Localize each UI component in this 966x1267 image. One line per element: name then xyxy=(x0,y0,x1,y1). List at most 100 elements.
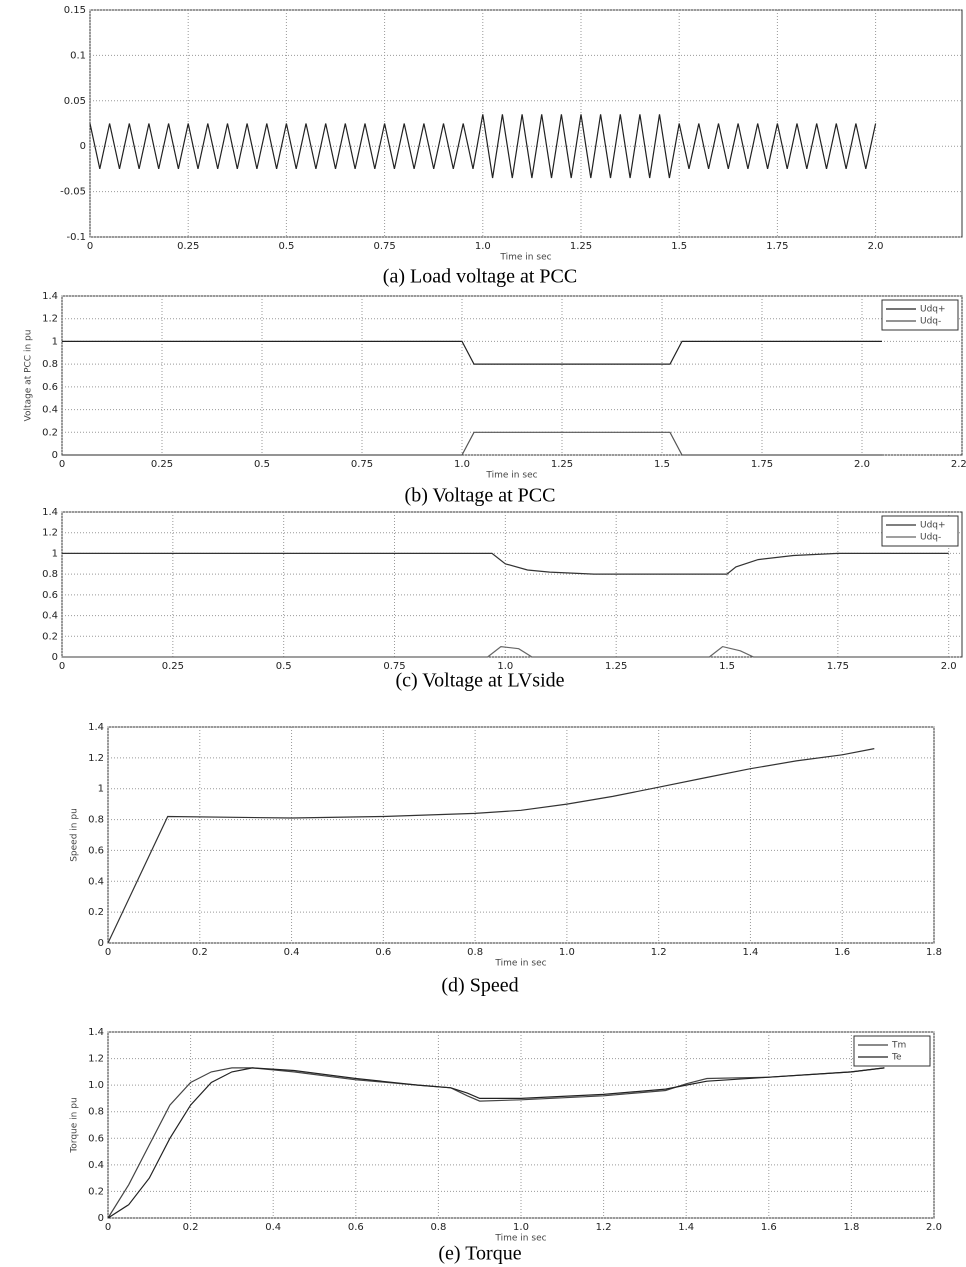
y-tick-label: 1.2 xyxy=(88,1054,104,1065)
caption: (a) Load voltage at PCC xyxy=(383,266,577,288)
x-tick-label: 1.0 xyxy=(475,241,491,252)
plot-area xyxy=(61,511,963,658)
x-tick-label: 0.6 xyxy=(375,947,391,958)
x-tick-label: 1.8 xyxy=(843,1222,859,1233)
y-tick-label: -0.05 xyxy=(60,187,86,198)
x-tick-label: 1.75 xyxy=(766,241,788,252)
x-tick-label: 1.25 xyxy=(570,241,592,252)
y-tick-label: 0.2 xyxy=(88,907,104,918)
x-tick-label: 0.25 xyxy=(162,661,184,672)
plot-area xyxy=(61,295,963,456)
y-tick-label: -0.1 xyxy=(66,232,86,243)
legend xyxy=(881,515,959,547)
series-line xyxy=(107,1067,885,1219)
x-tick-label: 0 xyxy=(105,1222,111,1233)
x-tick-label: 1.0 xyxy=(497,661,513,672)
x-tick-label: 1.5 xyxy=(654,459,670,470)
y-tick-label: 1 xyxy=(52,548,58,559)
series-line xyxy=(107,748,875,944)
x-tick-label: 1.6 xyxy=(834,947,850,958)
x-tick-label: 1.5 xyxy=(719,661,735,672)
y-tick-label: 0 xyxy=(52,450,58,461)
x-tick-label: 1.0 xyxy=(513,1222,529,1233)
x-tick-label: 2.0 xyxy=(926,1222,942,1233)
x-tick-label: 0 xyxy=(105,947,111,958)
legend xyxy=(881,299,959,331)
x-tick-label: 2.0 xyxy=(854,459,870,470)
y-tick-label: 0.8 xyxy=(42,359,58,370)
x-tick-label: 1.0 xyxy=(454,459,470,470)
caption: (d) Speed xyxy=(441,975,518,997)
y-tick-label: 1.4 xyxy=(42,507,58,518)
y-tick-label: 0.6 xyxy=(42,382,58,393)
caption: (b) Voltage at PCC xyxy=(405,485,556,507)
x-tick-label: 0.25 xyxy=(151,459,173,470)
y-tick-label: 1.4 xyxy=(88,722,104,733)
x-axis-label: Time in sec xyxy=(485,471,537,481)
x-tick-label: 0 xyxy=(59,459,65,470)
x-tick-label: 1.0 xyxy=(559,947,575,958)
y-tick-label: 1.2 xyxy=(88,753,104,764)
x-tick-label: 2.0 xyxy=(868,241,884,252)
legend-label: Te xyxy=(891,1053,902,1063)
x-tick-label: 0.8 xyxy=(430,1222,446,1233)
x-tick-label: 0 xyxy=(87,241,93,252)
x-tick-label: 0.75 xyxy=(373,241,395,252)
x-tick-label: 1.25 xyxy=(605,661,627,672)
y-tick-label: 0.4 xyxy=(88,1160,104,1171)
y-tick-label: 0.15 xyxy=(64,5,86,16)
x-tick-label: 1.5 xyxy=(671,241,687,252)
x-tick-label: 1.25 xyxy=(551,459,573,470)
x-tick-label: 0.4 xyxy=(284,947,300,958)
x-tick-label: 0.8 xyxy=(467,947,483,958)
y-tick-label: 1 xyxy=(52,336,58,347)
x-tick-label: 0 xyxy=(59,661,65,672)
y-tick-label: 0.6 xyxy=(88,1133,104,1144)
series-line xyxy=(89,114,877,179)
legend-label: Tm xyxy=(891,1041,906,1051)
legend xyxy=(853,1035,931,1067)
x-axis-label: Time in sec xyxy=(494,959,546,969)
series-line xyxy=(62,340,882,365)
y-tick-label: 0.6 xyxy=(42,590,58,601)
x-tick-label: 2.25 xyxy=(951,459,966,470)
y-tick-label: 0.4 xyxy=(42,611,58,622)
caption: (e) Torque xyxy=(438,1243,521,1265)
legend-label: Udq+ xyxy=(920,521,946,531)
caption: (c) Voltage at LVside xyxy=(395,670,564,692)
x-tick-label: 1.4 xyxy=(678,1222,694,1233)
y-tick-label: 0.8 xyxy=(88,815,104,826)
y-tick-label: 0.05 xyxy=(64,96,86,107)
x-tick-label: 0.5 xyxy=(254,459,270,470)
legend-label: Udq- xyxy=(920,317,941,327)
x-tick-label: 0.25 xyxy=(177,241,199,252)
series-line xyxy=(62,431,882,456)
x-tick-label: 1.2 xyxy=(596,1222,612,1233)
y-axis-label: Speed in pu xyxy=(70,808,80,862)
x-axis-label: Time in sec xyxy=(494,1234,546,1244)
y-tick-label: 1.4 xyxy=(88,1027,104,1038)
y-tick-label: 1.4 xyxy=(42,291,58,302)
x-tick-label: 0.6 xyxy=(348,1222,364,1233)
series-line xyxy=(62,552,949,575)
y-tick-label: 0 xyxy=(98,938,104,949)
x-tick-label: 1.75 xyxy=(751,459,773,470)
x-tick-label: 1.6 xyxy=(761,1222,777,1233)
y-tick-label: 0.6 xyxy=(88,845,104,856)
x-tick-label: 1.4 xyxy=(742,947,758,958)
y-tick-label: 0.8 xyxy=(88,1107,104,1118)
plot-area xyxy=(107,726,935,944)
legend-label: Udq- xyxy=(920,533,941,543)
x-axis-label: Time in sec xyxy=(499,253,551,263)
x-tick-label: 1.2 xyxy=(651,947,667,958)
x-tick-label: 2.0 xyxy=(941,661,957,672)
x-tick-label: 1.8 xyxy=(926,947,942,958)
y-tick-label: 0.2 xyxy=(42,427,58,438)
y-axis-label: Voltage at PCC in pu xyxy=(24,330,34,422)
x-tick-label: 0.2 xyxy=(192,947,208,958)
y-tick-label: 0 xyxy=(80,141,86,152)
y-tick-label: 0.4 xyxy=(42,405,58,416)
x-tick-label: 0.75 xyxy=(351,459,373,470)
y-tick-label: 0.2 xyxy=(42,631,58,642)
